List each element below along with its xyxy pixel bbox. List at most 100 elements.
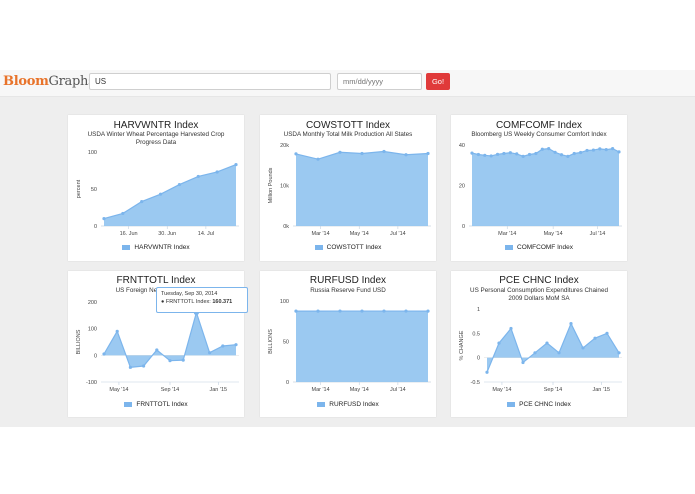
go-button[interactable]: Go! [426,73,450,90]
legend-label: HARVWNTR Index [134,244,190,251]
data-point[interactable] [534,151,538,156]
data-point[interactable] [470,151,474,155]
data-point[interactable] [521,360,525,365]
data-point[interactable] [547,147,551,151]
chart-legend[interactable]: PCE CHNC Index [451,401,627,408]
data-point[interactable] [485,370,489,374]
data-point[interactable] [579,150,583,155]
data-point[interactable] [553,150,557,154]
chart-legend[interactable]: RURFUSD Index [260,401,436,408]
chart-legend[interactable]: COWSTOTT Index [260,244,436,251]
data-point[interactable] [115,329,119,333]
x-tick-label: May '14 [350,387,369,393]
data-point[interactable] [338,309,342,313]
data-point[interactable] [569,322,573,326]
data-point[interactable] [316,157,320,161]
date-input[interactable] [337,73,422,90]
data-point[interactable] [294,309,298,313]
data-point[interactable] [208,351,212,355]
data-point[interactable] [617,150,621,154]
data-point[interactable] [508,151,512,155]
data-point[interactable] [382,149,386,154]
data-point[interactable] [221,344,225,348]
data-point[interactable] [234,343,238,347]
y-tick-label: 0 [286,380,289,386]
data-point[interactable] [598,147,602,151]
data-point[interactable] [604,148,608,152]
y-tick-label: 0.5 [472,331,480,337]
data-point[interactable] [572,151,576,156]
data-point[interactable] [617,351,621,355]
data-point[interactable] [527,152,532,157]
y-axis-label: BILLIONS [268,329,274,354]
data-point[interactable] [533,351,537,355]
x-tick-label: Sep '14 [161,387,179,393]
data-point[interactable] [168,359,172,363]
data-point[interactable] [360,151,364,156]
data-point[interactable] [316,309,320,313]
data-point[interactable] [540,147,544,151]
data-point[interactable] [495,152,500,156]
data-point[interactable] [338,150,342,154]
series-line [486,322,620,373]
data-point[interactable] [404,309,408,313]
x-tick-label: Mar '14 [498,231,516,237]
ticker-search-input[interactable] [89,73,331,90]
data-point[interactable] [294,152,298,156]
y-axis-label: Million Pounds [268,167,274,203]
data-point[interactable] [476,152,480,157]
x-tick-label: May '14 [109,387,128,393]
legend-label: RURFUSD Index [329,401,379,408]
data-point[interactable] [360,309,364,313]
data-point[interactable] [158,192,163,196]
data-point[interactable] [483,153,487,157]
data-point[interactable] [605,331,609,335]
data-point[interactable] [404,153,408,157]
y-tick-label: 1 [477,307,480,313]
data-point[interactable] [585,148,589,153]
data-point[interactable] [566,154,570,158]
data-point[interactable] [196,174,200,179]
legend-swatch [505,244,513,250]
data-point[interactable] [509,326,513,331]
tooltip-series: FRNTTOTL Index [165,299,210,305]
data-point[interactable] [426,309,430,313]
data-point[interactable] [181,358,185,362]
data-point[interactable] [515,152,519,156]
data-point[interactable] [142,364,146,368]
data-point[interactable] [177,182,182,187]
chart-subtitle: USDA Winter Wheat Percentage Harvested C… [87,131,225,146]
chart-plot: 40 20 0 Mar '14 May '14 Jul '14 [459,143,622,237]
data-point[interactable] [215,170,219,174]
data-point[interactable] [121,211,125,216]
data-point[interactable] [382,309,386,313]
data-point[interactable] [521,154,525,158]
data-point[interactable] [591,148,596,152]
data-point[interactable] [234,162,238,167]
y-axis-label: BILLIONS [76,329,82,354]
data-point[interactable] [426,151,430,156]
logo[interactable]: BloomGraphs [3,74,95,89]
data-point[interactable] [611,147,615,151]
data-point[interactable] [140,199,144,204]
data-point[interactable] [559,153,564,157]
chart-tooltip: Tuesday, Sep 30, 2014 ● FRNTTOTL Index: … [156,287,248,313]
data-point[interactable] [128,365,132,369]
data-point[interactable] [581,346,585,350]
data-point[interactable] [102,217,106,221]
data-point[interactable] [593,336,597,340]
data-point[interactable] [557,351,561,355]
data-point[interactable] [497,341,501,345]
chart-legend[interactable]: COMFCOMF Index [451,244,627,251]
series-area [104,312,236,368]
chart-legend[interactable]: FRNTTOTL Index [68,401,244,408]
data-point[interactable] [545,341,549,345]
chart-subtitle: USDA Monthly Total Milk Production All S… [283,131,413,138]
data-point[interactable] [489,154,493,158]
y-tick-label: 0 [477,356,480,362]
data-point[interactable] [102,352,106,356]
y-tick-label: 0k [283,224,289,230]
data-point[interactable] [155,348,159,352]
data-point[interactable] [502,151,506,156]
chart-legend[interactable]: HARVWNTR Index [68,244,244,251]
